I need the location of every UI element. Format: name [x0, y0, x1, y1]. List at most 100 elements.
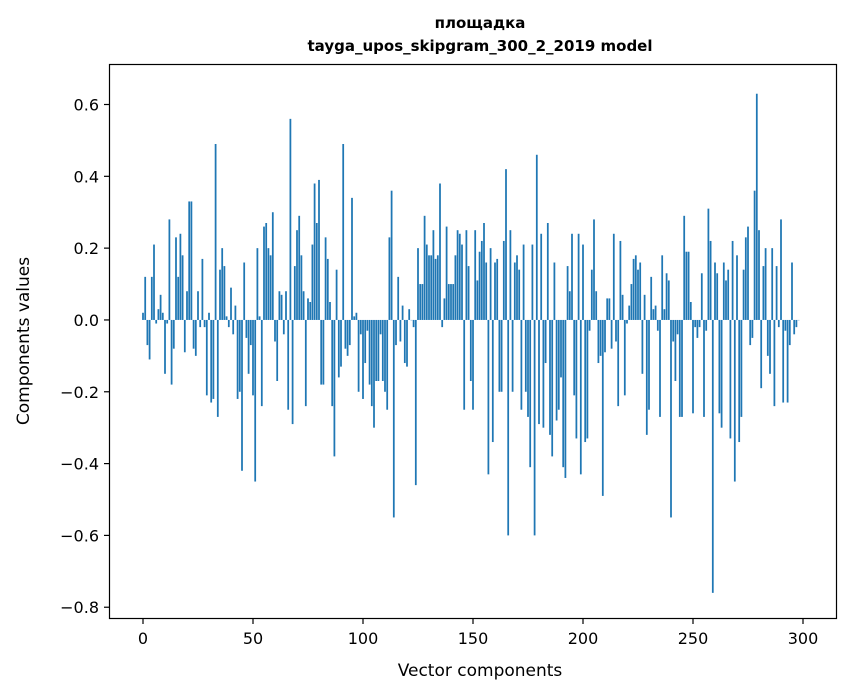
bar-48 [247, 319, 250, 374]
bar-178 [533, 319, 536, 536]
bar-287 [773, 319, 776, 407]
bar-18 [181, 255, 184, 320]
bar-189 [557, 319, 560, 410]
bar-121 [408, 309, 411, 320]
bar-216 [617, 319, 620, 407]
bar-260 [714, 262, 716, 320]
bar-224 [634, 255, 637, 320]
bar-102 [366, 319, 369, 331]
bar-199 [579, 319, 582, 475]
bar-185 [549, 319, 551, 435]
y-tick-label: −0.2 [60, 383, 99, 402]
bar-129 [425, 244, 428, 320]
bar-186 [551, 319, 554, 457]
bar-38 [225, 316, 228, 320]
bar-104 [370, 319, 373, 407]
bar-156 [485, 262, 488, 320]
bar-100 [362, 319, 364, 399]
bar-88 [335, 269, 338, 320]
bar-132 [432, 230, 435, 320]
bar-93 [346, 319, 349, 356]
bar-66 [287, 319, 290, 410]
bar-57 [267, 248, 270, 320]
bar-296 [793, 319, 796, 335]
bar-179 [535, 154, 538, 320]
x-axis-label: Vector components [398, 661, 563, 681]
bar-228 [643, 294, 646, 320]
bar-191 [562, 319, 565, 468]
bar-164 [502, 240, 505, 320]
bar-50 [252, 319, 254, 396]
bar-149 [469, 319, 472, 381]
bar-205 [593, 219, 595, 320]
bar-101 [364, 319, 367, 364]
bar-19 [183, 319, 186, 353]
bar-87 [333, 319, 336, 457]
bar-212 [608, 298, 611, 320]
bar-69 [293, 266, 296, 320]
chart-title: площадка [435, 14, 526, 32]
bar-4 [150, 276, 153, 320]
bar-294 [788, 319, 791, 346]
bar-22 [190, 201, 193, 320]
bar-123 [412, 319, 415, 328]
bars-group [142, 93, 800, 593]
bar-64 [282, 319, 285, 335]
bar-176 [529, 319, 532, 468]
bar-7 [157, 309, 160, 320]
bar-45 [241, 319, 243, 471]
bar-159 [491, 319, 494, 443]
bar-49 [249, 319, 252, 346]
bar-170 [516, 255, 518, 320]
bar-284 [766, 319, 769, 356]
bar-34 [216, 319, 219, 417]
bar-32 [212, 319, 215, 399]
bar-51 [254, 319, 257, 482]
bar-139 [447, 284, 450, 320]
bar-166 [507, 319, 510, 536]
bar-61 [276, 319, 279, 381]
bar-258 [709, 240, 712, 320]
bar-226 [639, 262, 642, 320]
bar-195 [571, 233, 573, 320]
bar-92 [344, 319, 347, 349]
bar-110 [384, 319, 386, 392]
y-tick-label: −0.4 [60, 455, 99, 474]
bar-278 [753, 190, 756, 320]
bar-134 [436, 255, 439, 320]
bar-231 [650, 276, 653, 320]
bar-168 [511, 319, 514, 392]
bar-84 [326, 258, 329, 320]
bar-293 [786, 319, 789, 403]
bar-96 [353, 316, 356, 320]
bar-208 [599, 319, 602, 356]
bar-77 [311, 244, 314, 320]
bar-141 [452, 284, 455, 320]
bar-89 [337, 319, 340, 378]
bar-130 [428, 255, 430, 320]
bar-270 [736, 255, 738, 320]
bar-82 [322, 319, 325, 385]
bar-155 [483, 223, 485, 320]
bar-106 [375, 319, 378, 381]
bar-95 [351, 197, 353, 320]
bar-256 [705, 319, 708, 331]
bar-173 [522, 244, 525, 320]
chart-subtitle: tayga_upos_skipgram_300_2_2019 model [308, 37, 653, 55]
bar-172 [520, 319, 523, 410]
bar-76 [309, 302, 312, 320]
bar-245 [681, 319, 683, 417]
bar-148 [467, 266, 470, 320]
bar-200 [582, 244, 584, 320]
x-tick-label: 300 [788, 629, 819, 648]
bar-54 [260, 319, 263, 407]
x-tick-label: 150 [458, 629, 489, 648]
bar-63 [280, 294, 283, 320]
bar-58 [269, 255, 272, 320]
bar-263 [720, 319, 723, 428]
bar-30 [208, 312, 210, 320]
bar-203 [588, 319, 591, 331]
bar-97 [355, 312, 358, 320]
